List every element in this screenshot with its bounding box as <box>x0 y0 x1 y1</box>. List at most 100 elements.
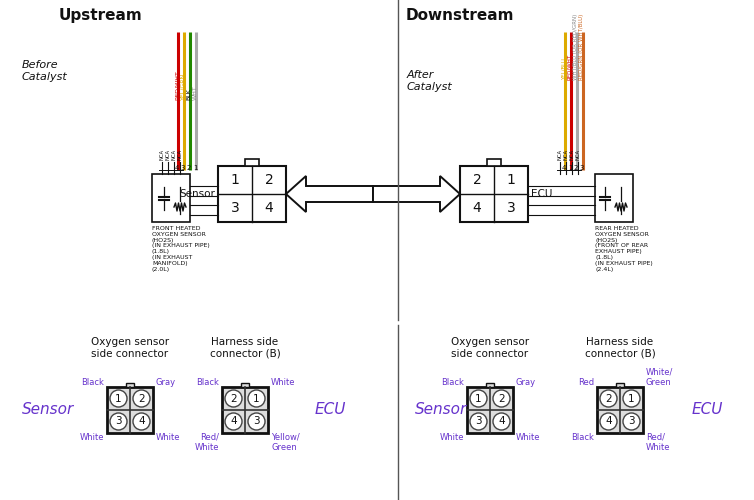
Text: Oxygen sensor
side connector: Oxygen sensor side connector <box>451 337 529 358</box>
Text: REAR HEATED
OXYGEN SENSOR
(HO2S)
(FRONT OF REAR
EXHAUST PIPE)
(1.8L)
(IN EXHAUST: REAR HEATED OXYGEN SENSOR (HO2S) (FRONT … <box>595 226 653 272</box>
Circle shape <box>133 413 150 430</box>
Text: 3: 3 <box>181 165 185 171</box>
Text: 2: 2 <box>498 394 505 404</box>
Text: Gray: Gray <box>516 378 536 387</box>
Text: Oxygen sensor
side connector: Oxygen sensor side connector <box>91 337 169 358</box>
Text: 3: 3 <box>231 201 239 215</box>
Text: RED/WHT: RED/WHT <box>568 54 572 80</box>
Text: 4: 4 <box>138 416 145 426</box>
Circle shape <box>110 413 127 430</box>
Text: 4: 4 <box>605 416 611 426</box>
Text: WHT/BLU (OR RED/GRN): WHT/BLU (OR RED/GRN) <box>574 14 578 80</box>
Text: White: White <box>440 433 464 442</box>
Text: Gray: Gray <box>156 378 176 387</box>
Bar <box>218 166 286 222</box>
Text: After
Catalyst: After Catalyst <box>407 70 452 92</box>
Bar <box>152 174 190 222</box>
Text: White: White <box>156 433 180 442</box>
Text: 2: 2 <box>605 394 611 404</box>
Text: Sensor: Sensor <box>415 402 467 417</box>
Text: WHT: WHT <box>192 85 198 100</box>
Bar <box>597 387 643 433</box>
Text: 1: 1 <box>231 173 240 187</box>
Text: NCA: NCA <box>177 149 182 160</box>
Text: 1: 1 <box>475 394 482 404</box>
Circle shape <box>225 390 242 407</box>
Text: NCA: NCA <box>165 149 170 160</box>
Text: 1: 1 <box>507 173 516 187</box>
Text: 1: 1 <box>568 165 572 171</box>
Bar <box>126 383 134 387</box>
Text: 3: 3 <box>253 416 260 426</box>
Text: ECU: ECU <box>315 402 346 417</box>
Text: BLK: BLK <box>186 88 192 100</box>
Text: Sensor: Sensor <box>179 189 215 199</box>
Bar <box>595 174 633 222</box>
Text: 1: 1 <box>115 394 122 404</box>
Bar <box>222 387 268 433</box>
Text: 1: 1 <box>628 394 635 404</box>
Bar <box>241 383 249 387</box>
Text: FRONT HEATED
OXYGEN SENSOR
(HO2S)
(IN EXHAUST PIPE)
(1.8L)
(IN EXHAUST
MANIFOLD): FRONT HEATED OXYGEN SENSOR (HO2S) (IN EX… <box>152 226 210 272</box>
Text: Black: Black <box>196 378 219 387</box>
Text: 2: 2 <box>265 173 274 187</box>
Text: 1: 1 <box>253 394 260 404</box>
Text: Harness side
connector (B): Harness side connector (B) <box>210 337 280 358</box>
Text: 2: 2 <box>187 165 192 171</box>
Text: NCA: NCA <box>575 149 581 160</box>
Text: 4: 4 <box>562 165 566 171</box>
Text: White: White <box>79 433 104 442</box>
Text: White/
Green: White/ Green <box>646 368 673 387</box>
Text: RED/GRN (OR WHT/BLU): RED/GRN (OR WHT/BLU) <box>580 14 584 80</box>
Text: YEL/BLU: YEL/BLU <box>562 58 566 80</box>
Text: 2: 2 <box>138 394 145 404</box>
Circle shape <box>600 390 617 407</box>
Circle shape <box>493 413 510 430</box>
Text: Harness side
connector (B): Harness side connector (B) <box>584 337 655 358</box>
Bar <box>486 383 494 387</box>
Circle shape <box>470 413 487 430</box>
Polygon shape <box>373 176 460 212</box>
Text: 2: 2 <box>473 173 481 187</box>
Text: NCA: NCA <box>160 149 164 160</box>
Text: 3: 3 <box>507 201 516 215</box>
Text: Downstream: Downstream <box>406 8 514 23</box>
Circle shape <box>133 390 150 407</box>
Text: ECU: ECU <box>531 189 553 199</box>
Text: Red/
White: Red/ White <box>646 433 670 452</box>
Text: 4: 4 <box>230 416 237 426</box>
Text: Black: Black <box>441 378 464 387</box>
Text: Black: Black <box>571 433 594 442</box>
Text: Black: Black <box>81 378 104 387</box>
Circle shape <box>493 390 510 407</box>
Text: 3: 3 <box>628 416 635 426</box>
Text: 1: 1 <box>193 165 198 171</box>
Text: Red/
White: Red/ White <box>195 433 219 452</box>
Text: White: White <box>516 433 541 442</box>
Text: Sensor: Sensor <box>22 402 74 417</box>
Circle shape <box>600 413 617 430</box>
Text: 4: 4 <box>473 201 481 215</box>
Text: Red: Red <box>578 378 594 387</box>
Circle shape <box>225 413 242 430</box>
Text: 4: 4 <box>175 165 179 171</box>
Bar <box>107 387 153 433</box>
Circle shape <box>623 413 640 430</box>
Bar <box>467 387 513 433</box>
Text: Yellow/
Green: Yellow/ Green <box>271 433 300 452</box>
Text: ECU: ECU <box>692 402 723 417</box>
Text: NCA: NCA <box>563 149 569 160</box>
Text: NCA: NCA <box>569 149 575 160</box>
Text: 3: 3 <box>115 416 122 426</box>
Text: Before
Catalyst: Before Catalyst <box>22 60 68 82</box>
Text: 2: 2 <box>574 165 578 171</box>
Text: 4: 4 <box>498 416 505 426</box>
Text: 3: 3 <box>580 165 584 171</box>
Text: NCA: NCA <box>557 149 562 160</box>
Circle shape <box>470 390 487 407</box>
Circle shape <box>248 390 265 407</box>
Circle shape <box>248 413 265 430</box>
Bar <box>460 166 528 222</box>
Text: NCA: NCA <box>171 149 176 160</box>
Text: Upstream: Upstream <box>58 8 142 23</box>
